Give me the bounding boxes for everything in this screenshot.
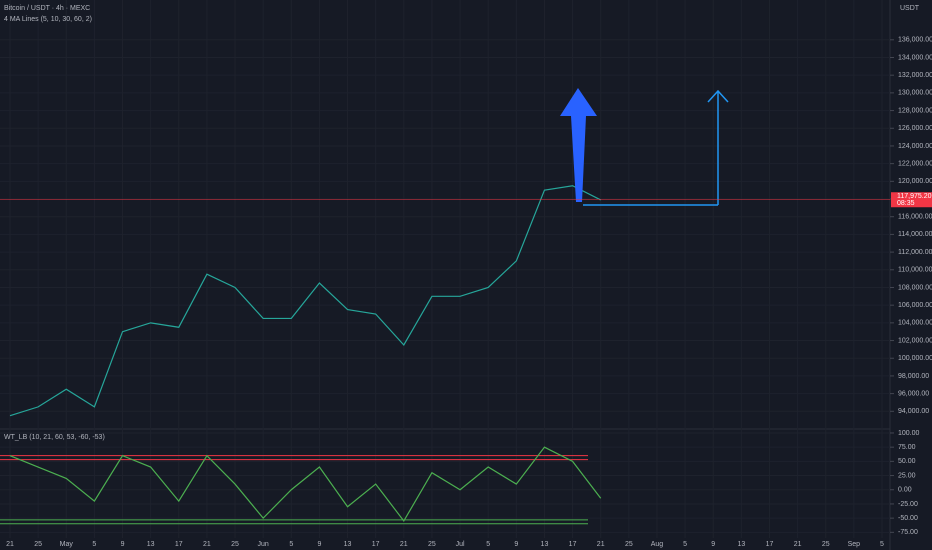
x-tick-label: 17	[175, 541, 183, 548]
y-tick-label: 94,000.00	[898, 408, 929, 415]
y-tick-label: 75.00	[898, 444, 916, 451]
y-tick-label: 102,000.00	[898, 337, 932, 344]
y-tick-label: -50.00	[898, 515, 918, 522]
x-tick-label: 13	[737, 541, 745, 548]
x-tick-label: 9	[121, 541, 125, 548]
x-tick-label: 25	[822, 541, 830, 548]
x-tick-label: Sep	[848, 541, 861, 548]
x-tick-label: 9	[317, 541, 321, 548]
price-tag	[891, 192, 932, 208]
x-tick-label: 25	[34, 541, 42, 548]
y-tick-label: 0.00	[898, 487, 912, 494]
price-label: 117,975.20	[897, 193, 932, 200]
chart-title: Bitcoin / USDT · 4h · MEXC	[4, 5, 90, 12]
y-tick-label: 25.00	[898, 472, 916, 479]
y-tick-label: 100.00	[898, 430, 920, 437]
x-tick-label: Jun	[258, 541, 269, 548]
chart-subtitle: 4 MA Lines (5, 10, 30, 60, 2)	[4, 16, 92, 23]
x-tick-label: Aug	[651, 541, 664, 548]
x-tick-label: 5	[289, 541, 293, 548]
x-tick-label: 13	[541, 541, 549, 548]
x-tick-label: 5	[683, 541, 687, 548]
up-arrow	[560, 88, 597, 202]
y-tick-label: -75.00	[898, 529, 918, 536]
y-tick-label: -25.00	[898, 501, 918, 508]
y-tick-label: 134,000.00	[898, 54, 932, 61]
axis-label: USDT	[900, 5, 920, 12]
y-tick-label: 124,000.00	[898, 143, 932, 150]
x-tick-label: 21	[597, 541, 605, 548]
price-line	[9, 185, 601, 417]
y-tick-label: 98,000.00	[898, 373, 929, 380]
y-tick-label: 96,000.00	[898, 390, 929, 397]
x-tick-label: 9	[711, 541, 715, 548]
x-tick-label: 5	[880, 541, 884, 548]
x-tick-label: 25	[428, 541, 436, 548]
x-tick-label: Jul	[456, 541, 465, 548]
price-time: 08:35	[897, 200, 915, 207]
y-tick-label: 112,000.00	[898, 249, 932, 256]
x-tick-label: 21	[794, 541, 802, 548]
y-tick-label: 126,000.00	[898, 125, 932, 132]
y-tick-label: 114,000.00	[898, 231, 932, 238]
price-line	[9, 446, 602, 523]
x-tick-label: 25	[231, 541, 239, 548]
x-tick-label: 21	[6, 541, 14, 548]
x-tick-label: May	[60, 541, 74, 548]
x-tick-label: 17	[766, 541, 774, 548]
target-arrowhead	[707, 89, 729, 103]
y-tick-label: 100,000.00	[898, 355, 932, 362]
y-tick-label: 136,000.00	[898, 37, 932, 44]
x-tick-label: 21	[203, 541, 211, 548]
y-tick-label: 116,000.00	[898, 214, 932, 221]
y-tick-label: 128,000.00	[898, 107, 932, 114]
y-tick-label: 122,000.00	[898, 160, 932, 167]
x-tick-label: 17	[372, 541, 380, 548]
y-tick-label: 132,000.00	[898, 72, 932, 79]
x-tick-label: 25	[625, 541, 633, 548]
y-tick-label: 50.00	[898, 458, 916, 465]
y-tick-label: 104,000.00	[898, 320, 932, 327]
x-tick-label: 9	[514, 541, 518, 548]
x-tick-label: 5	[92, 541, 96, 548]
y-tick-label: 110,000.00	[898, 267, 932, 274]
x-tick-label: 17	[569, 541, 577, 548]
x-tick-label: 13	[147, 541, 155, 548]
x-tick-label: 5	[486, 541, 490, 548]
indicator-title: WT_LB (10, 21, 60, 53, -60, -53)	[4, 434, 105, 441]
y-tick-label: 106,000.00	[898, 302, 932, 309]
x-tick-label: 13	[344, 541, 352, 548]
y-tick-label: 108,000.00	[898, 284, 932, 291]
x-tick-label: 21	[400, 541, 408, 548]
y-tick-label: 130,000.00	[898, 90, 932, 97]
y-tick-label: 120,000.00	[898, 178, 932, 185]
